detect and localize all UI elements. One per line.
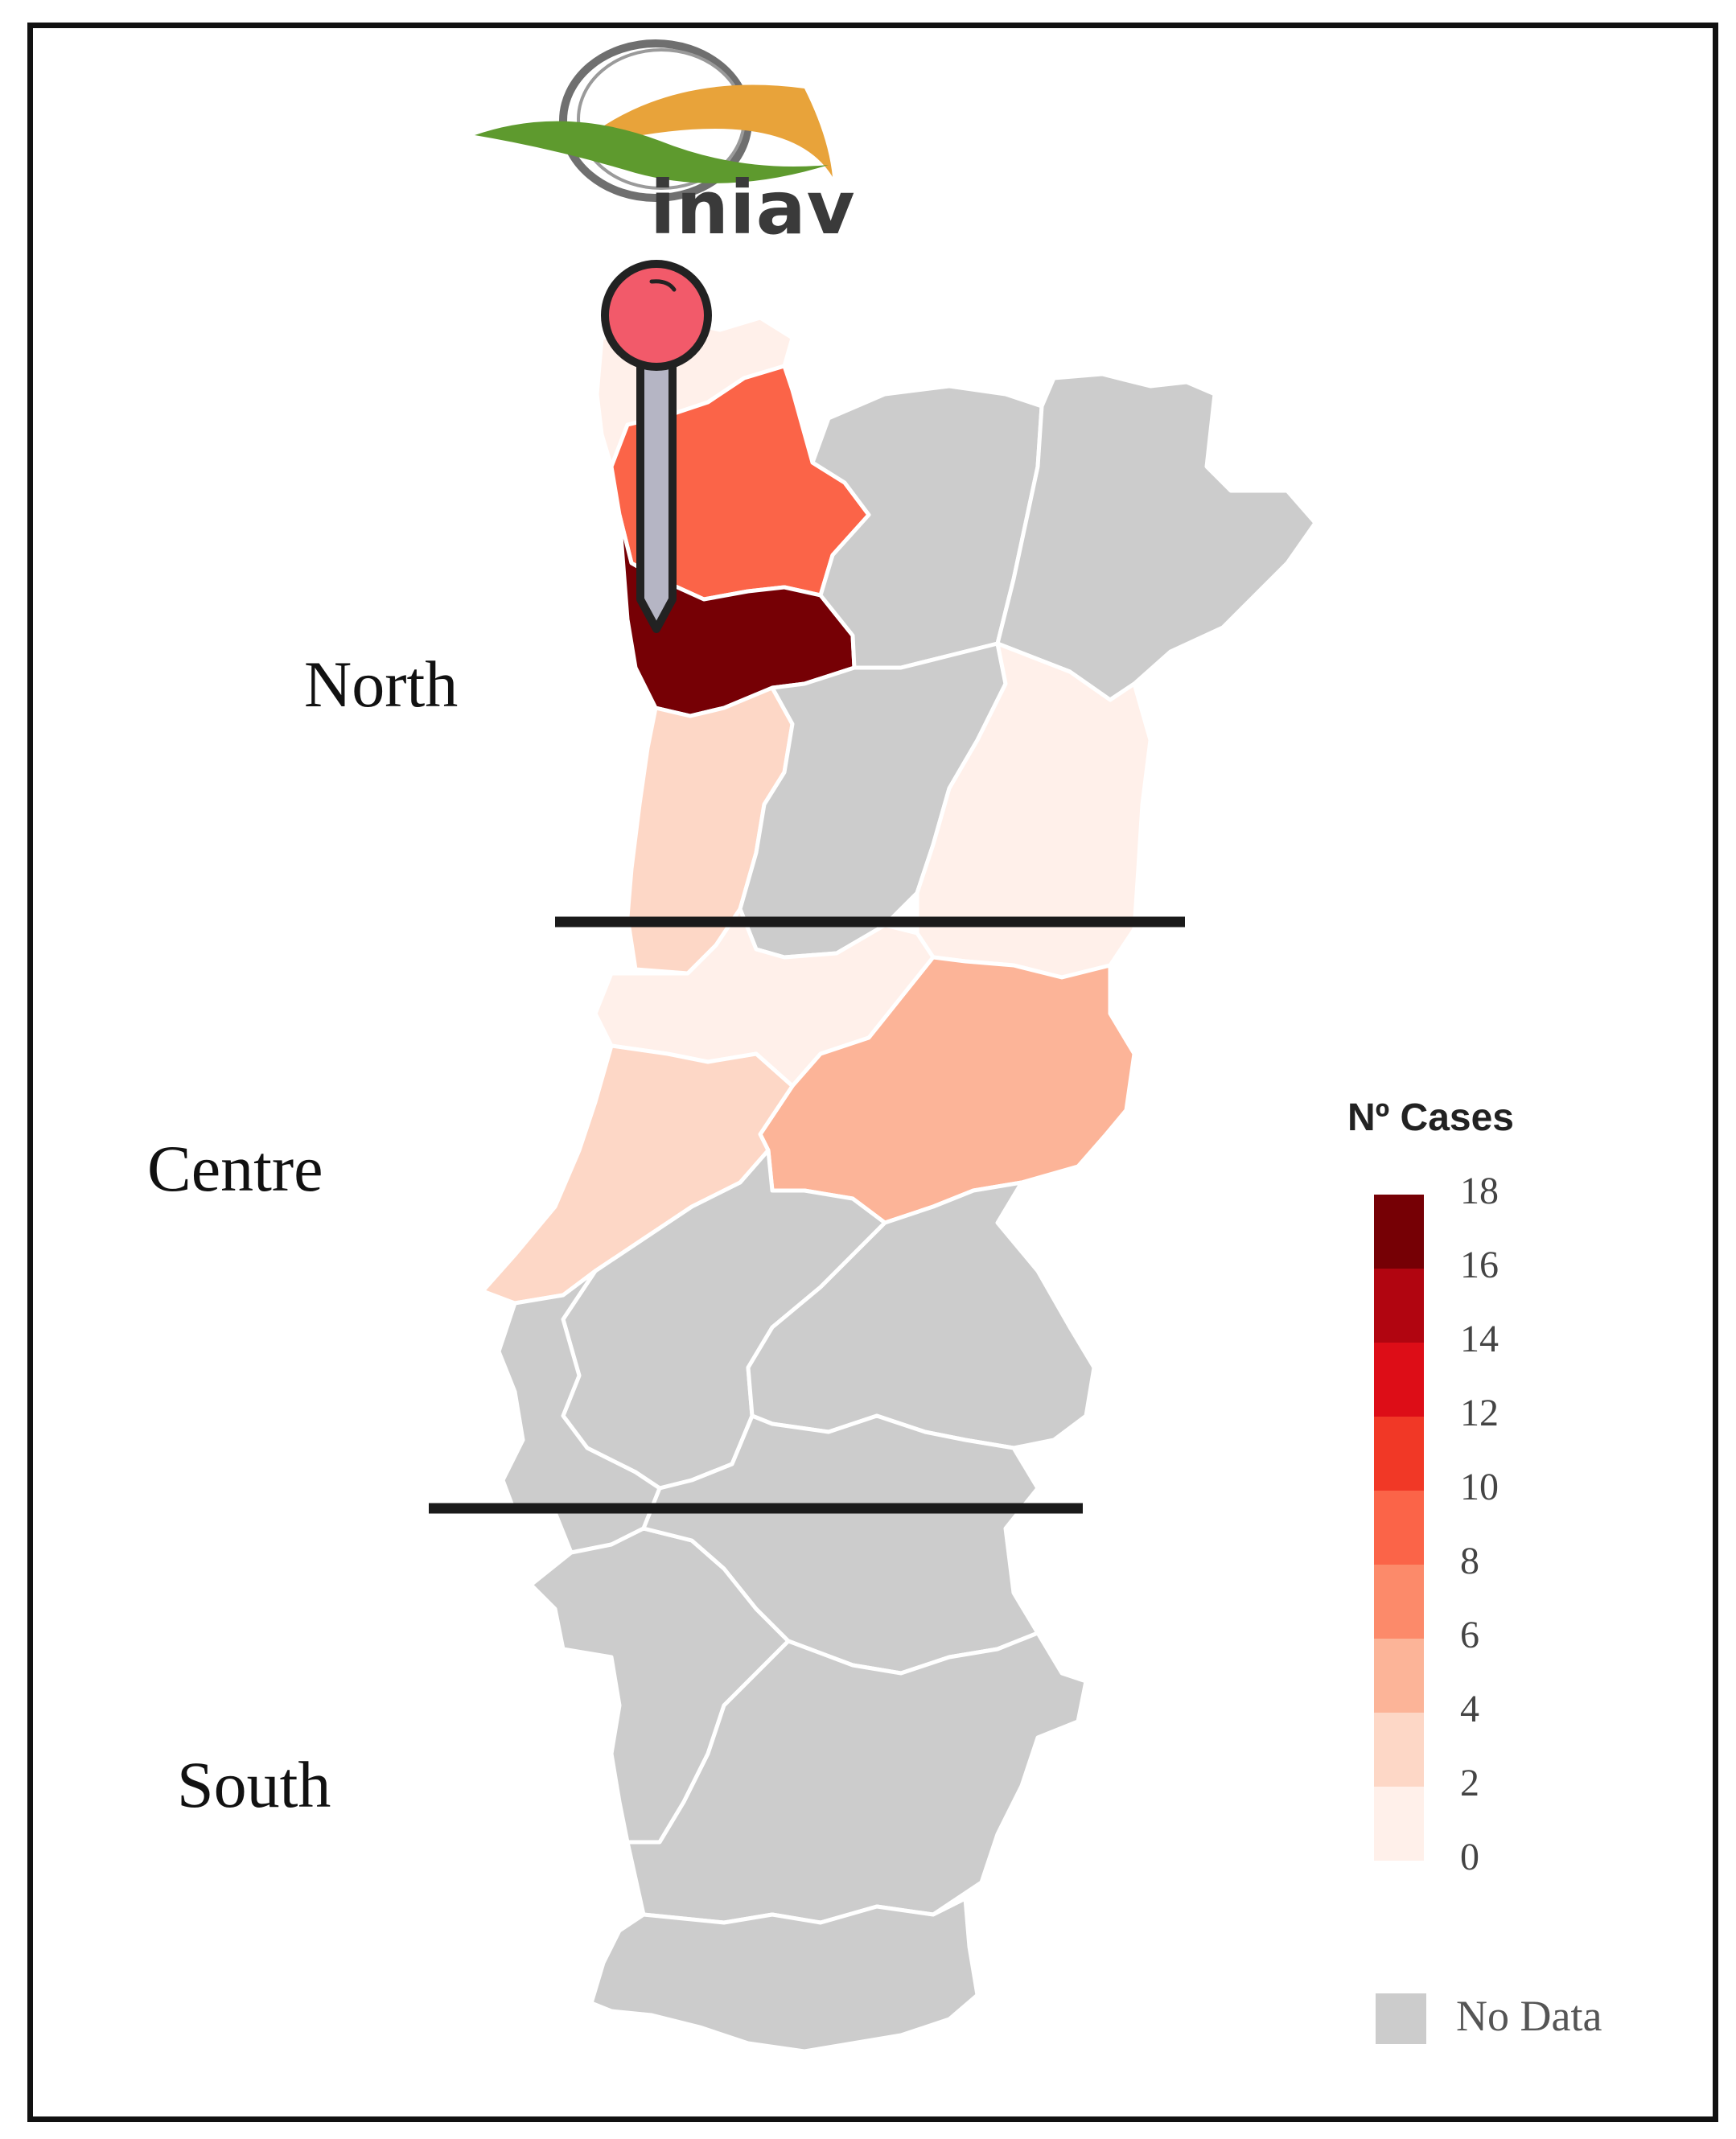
district-faro[interactable] (589, 1896, 980, 2054)
legend-scale-step (1374, 1269, 1424, 1343)
legend-tick-label: 12 (1460, 1392, 1499, 1434)
zone-label-north: North (304, 648, 459, 721)
legend-tick-label: 16 (1460, 1244, 1499, 1286)
district-braganca[interactable] (995, 372, 1318, 702)
legend-tick-label: 2 (1460, 1762, 1479, 1804)
legend-scale-step (1374, 1713, 1424, 1787)
iniav-logo-text: iniav (650, 165, 856, 251)
map-districts (480, 315, 1318, 2054)
pin-shaft (636, 350, 677, 633)
zone-label-south: South (177, 1748, 331, 1821)
legend-scale-step (1374, 1787, 1424, 1861)
legend-scale-step (1374, 1491, 1424, 1565)
iniav-logo (475, 39, 833, 202)
legend-tick-label: 18 (1460, 1170, 1499, 1212)
legend-tick-label: 0 (1460, 1836, 1479, 1878)
legend-scale-step (1374, 1195, 1424, 1269)
legend-tick-label: 14 (1460, 1318, 1499, 1360)
legend-no-data-label: No Data (1456, 1992, 1602, 2040)
legend-no-data-swatch (1376, 1993, 1426, 2044)
pin-head (601, 260, 712, 371)
legend-scale-step (1374, 1417, 1424, 1491)
logo-green-swoosh (475, 121, 829, 183)
legend-tick-label: 6 (1460, 1614, 1479, 1656)
zone-label-centre: Centre (147, 1132, 323, 1205)
logo-orange-swoosh (599, 84, 833, 177)
location-pin[interactable] (601, 260, 712, 633)
pin-highlight (649, 279, 677, 292)
district-evora[interactable] (641, 1413, 1040, 1676)
legend-scale-step (1374, 1565, 1424, 1639)
legend-tick-label: 4 (1460, 1688, 1479, 1730)
legend-tick-label: 8 (1460, 1540, 1479, 1582)
legend-tick-label: 10 (1460, 1466, 1499, 1508)
legend-scale-step (1374, 1343, 1424, 1417)
legend-scale-step (1374, 1639, 1424, 1713)
legend-title: Nº Cases (1347, 1096, 1514, 1139)
legend-color-scale (1374, 1195, 1424, 1861)
